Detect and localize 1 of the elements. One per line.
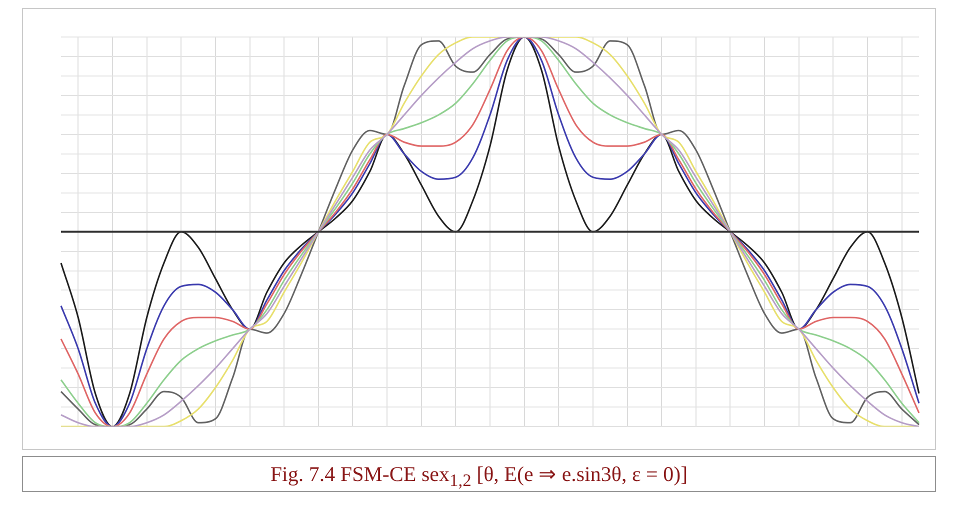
text: Fig. 7.4 FSM-CE sex$_{1,2}$ [θ, E(e ⇒ e.sin3θ, ε = 0)] [22, 456, 936, 492]
